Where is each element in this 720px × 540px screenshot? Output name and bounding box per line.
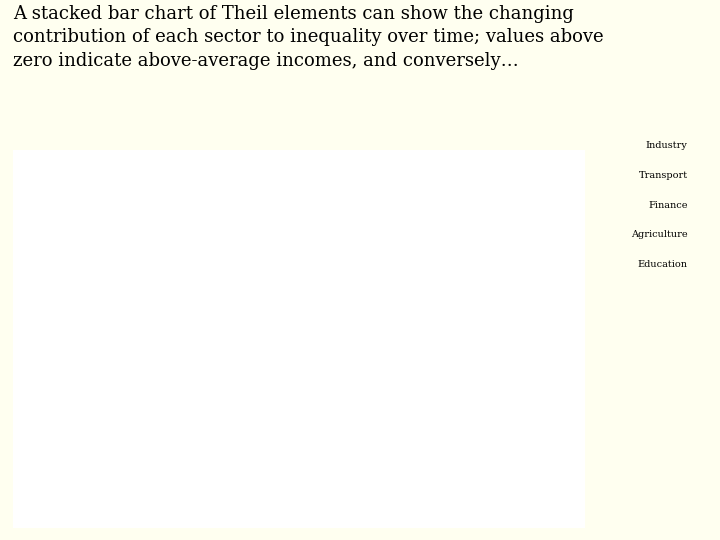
Text: Industry: Industry <box>646 141 688 150</box>
Text: A stacked bar chart of Theil elements can show the changing
contribution of each: A stacked bar chart of Theil elements ca… <box>13 4 603 70</box>
Text: Finance: Finance <box>648 201 688 210</box>
Text: Transport: Transport <box>639 171 688 180</box>
Text: Education: Education <box>638 260 688 269</box>
Text: Agriculture: Agriculture <box>631 231 688 239</box>
